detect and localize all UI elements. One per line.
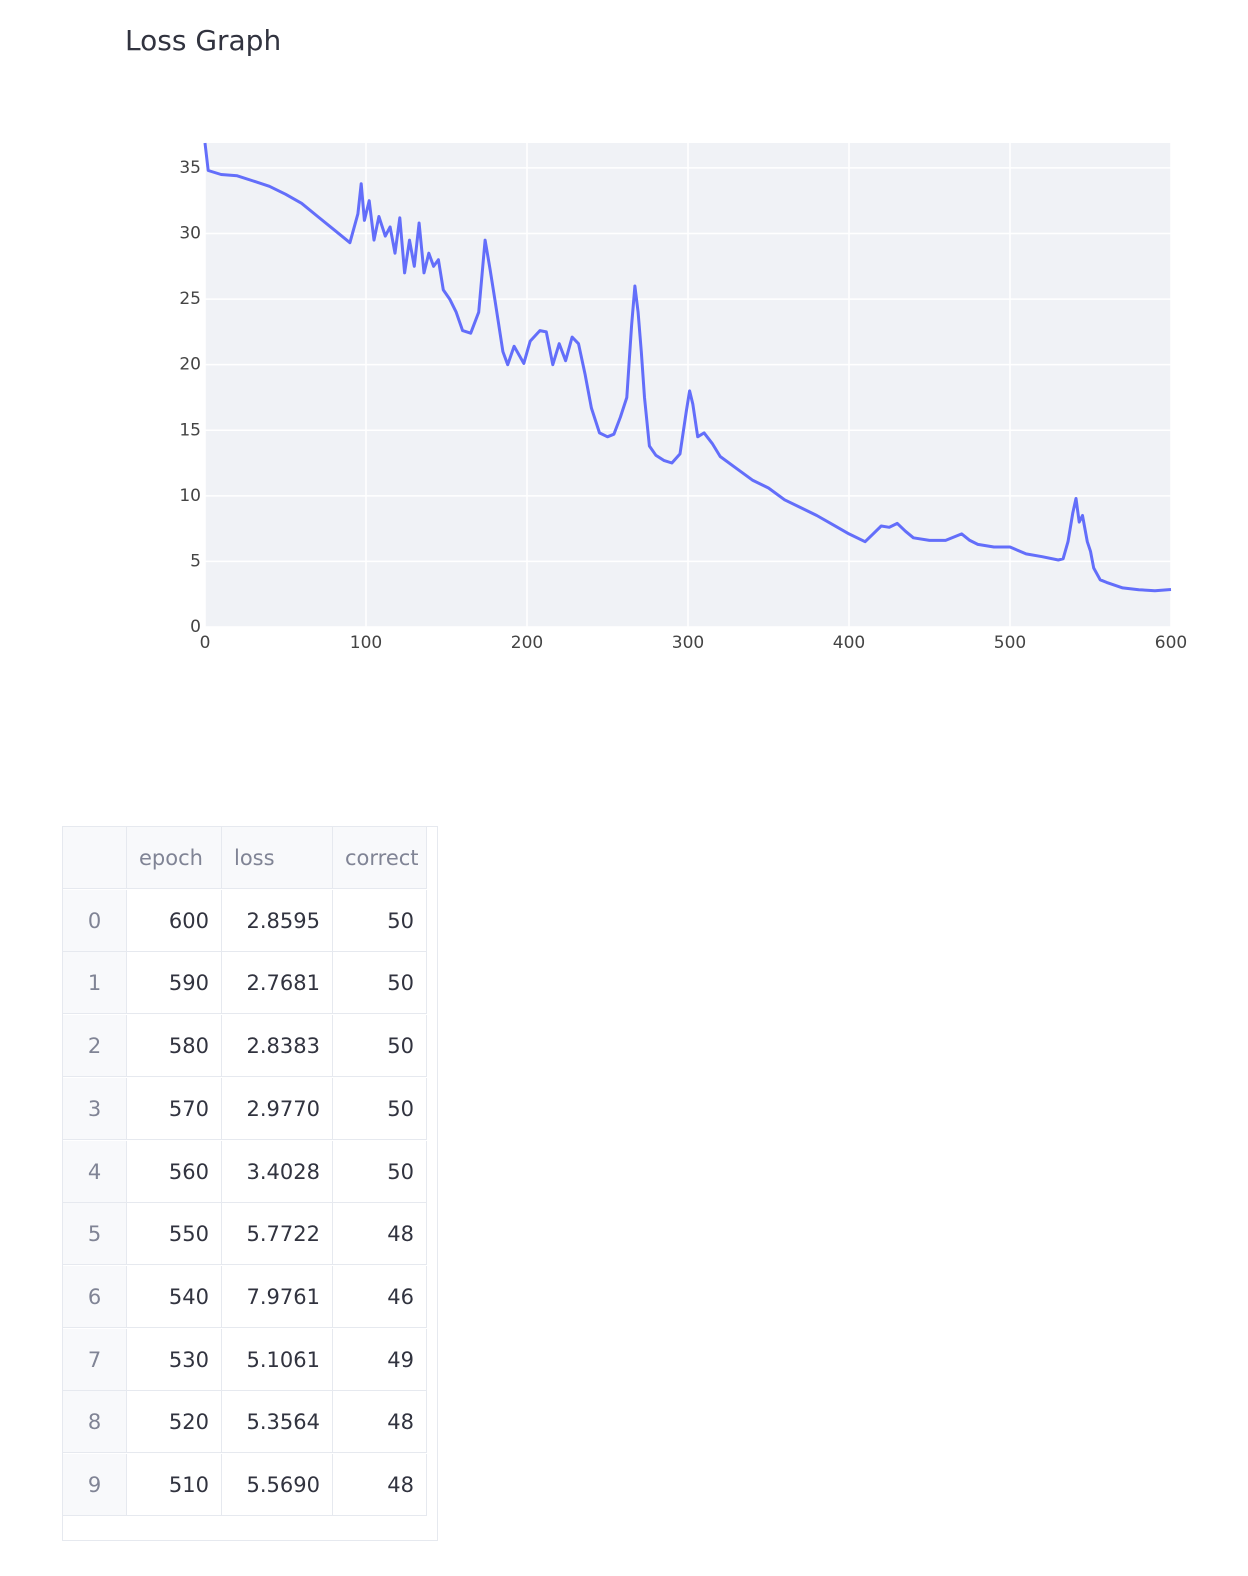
y-tick-label: 10 xyxy=(179,486,201,506)
table-cell: 590 xyxy=(127,952,222,1015)
table-cell: 48 xyxy=(333,1203,427,1266)
table-cell: 550 xyxy=(127,1203,222,1266)
table-cell: 48 xyxy=(333,1391,427,1454)
row-index: 2 xyxy=(63,1015,127,1078)
x-tick-label: 0 xyxy=(200,633,211,653)
y-tick-label: 20 xyxy=(179,355,201,375)
x-tick-label: 500 xyxy=(994,633,1026,653)
table-cell: 2.8383 xyxy=(222,1015,333,1078)
column-header: loss xyxy=(222,827,333,889)
table-cell: 2.8595 xyxy=(222,889,333,952)
table-cell: 5.7722 xyxy=(222,1203,333,1266)
table-cell: 50 xyxy=(333,952,427,1015)
table-cell: 520 xyxy=(127,1391,222,1454)
y-tick-label: 35 xyxy=(179,158,201,178)
row-index: 5 xyxy=(63,1203,127,1266)
table-cell: 5.3564 xyxy=(222,1391,333,1454)
chart: 0 5 10 15 20 25 30 35 0 100 200 300 400 500 600 xyxy=(179,142,1187,653)
x-tick-label: 300 xyxy=(672,633,704,653)
table-cell: 3.4028 xyxy=(222,1140,333,1203)
table-cell: 570 xyxy=(127,1077,222,1140)
row-index: 0 xyxy=(63,889,127,952)
table-cell: 48 xyxy=(333,1454,427,1516)
table-cell: 2.9770 xyxy=(222,1077,333,1140)
row-index: 7 xyxy=(63,1328,127,1391)
y-tick-label: 15 xyxy=(179,420,201,440)
x-tick-label: 100 xyxy=(350,633,382,653)
table-cell: 600 xyxy=(127,889,222,952)
y-tick-label: 25 xyxy=(179,289,201,309)
data-table: epoch loss correct 0 600 2.8595 50 1 590 2.7681 50… xyxy=(62,826,438,1541)
y-tick-label: 30 xyxy=(179,224,201,244)
table-cell: 560 xyxy=(127,1140,222,1203)
table-cell: 46 xyxy=(333,1265,427,1328)
row-index: 3 xyxy=(63,1077,127,1140)
table-cell: 530 xyxy=(127,1328,222,1391)
table-cell: 50 xyxy=(333,1015,427,1078)
row-index: 1 xyxy=(63,952,127,1015)
table-cell: 7.9761 xyxy=(222,1265,333,1328)
row-index: 8 xyxy=(63,1391,127,1454)
row-index: 4 xyxy=(63,1140,127,1203)
loss-line xyxy=(203,142,1172,593)
column-header: correct xyxy=(333,827,427,889)
column-header: epoch xyxy=(127,827,222,889)
table-cell: 50 xyxy=(333,1077,427,1140)
table-cell: 2.7681 xyxy=(222,952,333,1015)
y-tick-label: 5 xyxy=(190,551,201,571)
table-cell: 510 xyxy=(127,1454,222,1516)
page-title: Loss Graph xyxy=(125,24,282,57)
table-cell: 50 xyxy=(333,889,427,952)
table-cell: 5.5690 xyxy=(222,1454,333,1516)
table-cell: 5.1061 xyxy=(222,1328,333,1391)
table-cell: 50 xyxy=(333,1140,427,1203)
table-cell: 580 xyxy=(127,1015,222,1078)
row-index: 9 xyxy=(63,1454,127,1516)
x-tick-label: 400 xyxy=(833,633,865,653)
x-tick-label: 200 xyxy=(511,633,543,653)
header-corner xyxy=(63,827,127,889)
table-cell: 49 xyxy=(333,1328,427,1391)
x-tick-label: 600 xyxy=(1155,633,1187,653)
row-index: 6 xyxy=(63,1265,127,1328)
table-cell: 540 xyxy=(127,1265,222,1328)
y-tick-label: 0 xyxy=(190,617,201,637)
